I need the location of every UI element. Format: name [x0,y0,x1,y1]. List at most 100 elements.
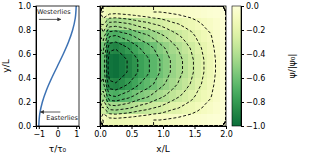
tick: 2.0 [220,126,233,139]
heatmap-cell [144,90,151,102]
heatmap-cell [157,30,164,42]
heatmap-cell [195,6,202,18]
contour-line [100,6,226,126]
contours [100,6,226,126]
tick-label: 0.8 [18,26,31,35]
tick-label: 0.0 [94,130,107,139]
heatmap-cell [213,18,220,30]
heatmap-cell [220,54,226,66]
tick [97,126,100,127]
contour-line [100,6,226,126]
heatmap-cell [138,66,145,78]
heatmap-cell [132,114,139,126]
tick: −0.6 [241,74,265,83]
tick-label: −1.0 [246,122,265,131]
axis: 0.0−0.2−0.4−0.6−0.8−1.0 [241,2,265,131]
heatmap-cell [144,78,151,90]
heatmap-cell [176,30,183,42]
axis [97,7,101,127]
heatmap-cell [182,78,189,90]
colorbar [232,6,241,126]
tick-label: 2.0 [220,130,233,139]
plot-area [100,6,226,126]
heatmap-cell [207,18,214,30]
annotation: Westerlies [37,8,71,16]
heatmap-cell [163,114,170,126]
tick: −0.4 [241,50,265,59]
heatmap-cell [188,114,195,126]
heatmap-cell [182,54,189,66]
heatmap-cell [125,6,132,18]
axis: −101 [33,126,79,139]
tick-mark [241,54,244,55]
tick: 1.5 [189,126,202,139]
tick-label: 1 [74,130,79,139]
axis-line [97,7,101,127]
heatmap-cell [220,6,226,18]
tick: −0.2 [241,26,265,35]
heatmap-cell [176,114,183,126]
tick-mark [97,102,100,103]
heatmap-cell [220,102,226,114]
heatmap-cell [157,90,164,102]
tick: 0.4 [18,74,36,83]
tick-label: −0.8 [246,98,265,107]
heatmap-cell [169,18,176,30]
heatmap-cell [119,66,126,78]
heatmap-cell [113,78,120,90]
tick: 0.6 [18,50,36,59]
heatmap-cell [119,18,126,30]
heatmap-cell [132,102,139,114]
tick [97,54,100,55]
heatmap-cell [169,102,176,114]
tick: 0.8 [18,26,36,35]
frame [36,6,79,126]
heatmap-cell [182,18,189,30]
tick: 1 [74,126,79,139]
heatmap-cell [169,42,176,54]
heatmap-cell [132,66,139,78]
tick-mark [163,126,164,129]
heatmap-cell [125,54,132,66]
tick-mark [241,78,244,79]
tick [97,78,100,79]
heatmap-cell [132,6,139,18]
contour-line [100,6,226,126]
frame [100,6,226,126]
heatmap-cell [106,102,113,114]
heatmap-cell [113,42,120,54]
heatmap-cell [195,54,202,66]
heatmap-cell [163,42,170,54]
annotation: Easterlies [46,114,78,122]
tick: −1 [33,126,45,139]
axis-line [242,7,245,127]
axis-line [101,127,227,130]
tick-label: 0.4 [18,74,31,83]
heatmap-cell [169,114,176,126]
heatmap-cell [150,90,157,102]
tick-mark [39,126,40,129]
heatmap-cell [100,66,107,78]
tick: 0.0 [18,122,36,131]
tick-mark [33,126,36,127]
contour-line [100,6,226,126]
heatmap-cell [119,90,126,102]
heatmap-cell [150,54,157,66]
heatmap-cell [157,102,164,114]
tick-label: 1.0 [157,130,170,139]
heatmap-cell [207,6,214,18]
heatmap-cell [220,42,226,54]
tick-mark [33,30,36,31]
heatmap-cell [220,30,226,42]
heatmap-cell [207,102,214,114]
heatmap-cell [220,66,226,78]
tick-mark [241,126,244,127]
axis-line [37,127,80,130]
heatmap-cell [119,6,126,18]
heatmap-cell [113,18,120,30]
tick-label: 1.5 [189,130,202,139]
heatmap-cell [195,102,202,114]
heatmap-cell [207,114,214,126]
tick-label: 0.2 [18,98,31,107]
tick-label: −0.4 [246,50,265,59]
